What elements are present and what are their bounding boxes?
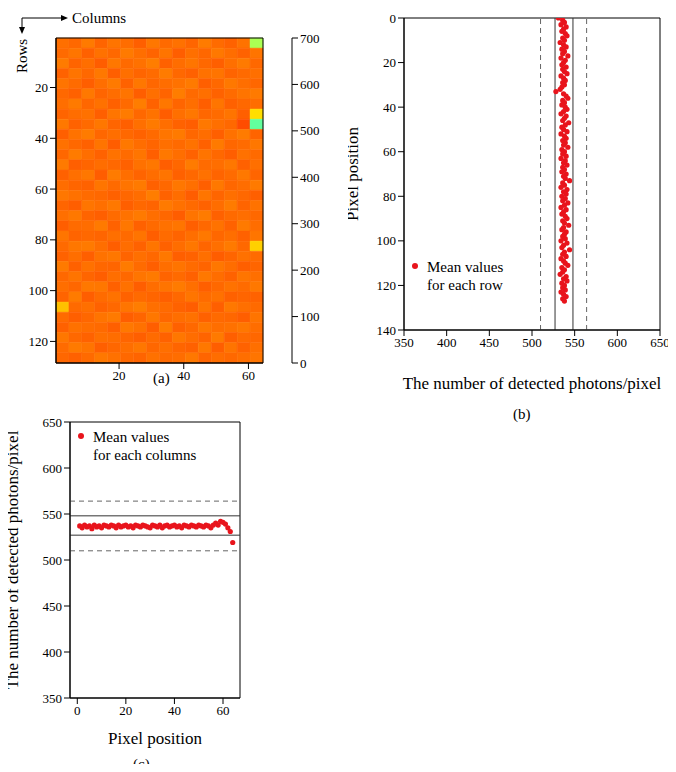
svg-text:The number of detected photons: The number of detected photons/pixel [403, 374, 662, 393]
svg-text:60: 60 [35, 182, 48, 197]
svg-text:20: 20 [119, 703, 132, 718]
svg-text:100: 100 [300, 309, 320, 324]
svg-text:650: 650 [43, 415, 63, 430]
svg-text:140: 140 [377, 323, 397, 338]
svg-text:450: 450 [480, 335, 500, 350]
svg-text:400: 400 [437, 335, 457, 350]
svg-text:60: 60 [383, 144, 396, 159]
html-text:for each row: for each row [427, 277, 503, 293]
svg-text:550: 550 [43, 507, 63, 522]
svg-text:40: 40 [35, 131, 48, 146]
svg-text:100: 100 [377, 233, 397, 248]
svg-text:400: 400 [43, 645, 63, 660]
svg-text:600: 600 [608, 335, 628, 350]
svg-text:550: 550 [565, 335, 585, 350]
svg-text:20: 20 [383, 55, 396, 70]
svg-text:0: 0 [390, 11, 397, 26]
svg-text:20: 20 [113, 368, 126, 383]
svg-text:650: 650 [650, 335, 668, 350]
svg-text:200: 200 [300, 263, 320, 278]
svg-text:Pixel position: Pixel position [108, 729, 202, 748]
html-text:for each columns: for each columns [93, 447, 197, 463]
svg-text:80: 80 [35, 232, 48, 247]
svg-text:Columns: Columns [72, 10, 126, 26]
svg-text:120: 120 [377, 278, 397, 293]
svg-text:Pixel position: Pixel position [348, 127, 362, 221]
svg-text:600: 600 [300, 77, 320, 92]
svg-text:350: 350 [43, 691, 63, 706]
svg-text:700: 700 [300, 31, 320, 46]
svg-text:100: 100 [29, 283, 49, 298]
svg-text:300: 300 [300, 216, 320, 231]
svg-text:The number of detected photons: The number of detected photons/pixel [8, 430, 22, 689]
svg-text:600: 600 [43, 461, 63, 476]
svg-text:20: 20 [35, 80, 48, 95]
svg-text:500: 500 [300, 123, 320, 138]
svg-text:Rows: Rows [14, 39, 30, 73]
html-text:Mean values: Mean values [93, 429, 170, 445]
svg-text:0: 0 [300, 356, 307, 371]
html-text:(b): (b) [513, 406, 531, 422]
svg-text:500: 500 [43, 553, 63, 568]
svg-text:0: 0 [74, 703, 81, 718]
html-text:(a): (a) [153, 370, 170, 386]
svg-text:400: 400 [300, 170, 320, 185]
svg-text:40: 40 [383, 100, 396, 115]
svg-text:450: 450 [43, 599, 63, 614]
svg-text:500: 500 [522, 335, 542, 350]
html-text:Mean values: Mean values [427, 259, 504, 275]
svg-text:40: 40 [177, 368, 190, 383]
svg-text:40: 40 [168, 703, 181, 718]
svg-text:60: 60 [242, 368, 255, 383]
svg-text:120: 120 [29, 334, 49, 349]
svg-text:350: 350 [394, 335, 414, 350]
svg-text:60: 60 [217, 703, 230, 718]
svg-text:80: 80 [383, 189, 396, 204]
